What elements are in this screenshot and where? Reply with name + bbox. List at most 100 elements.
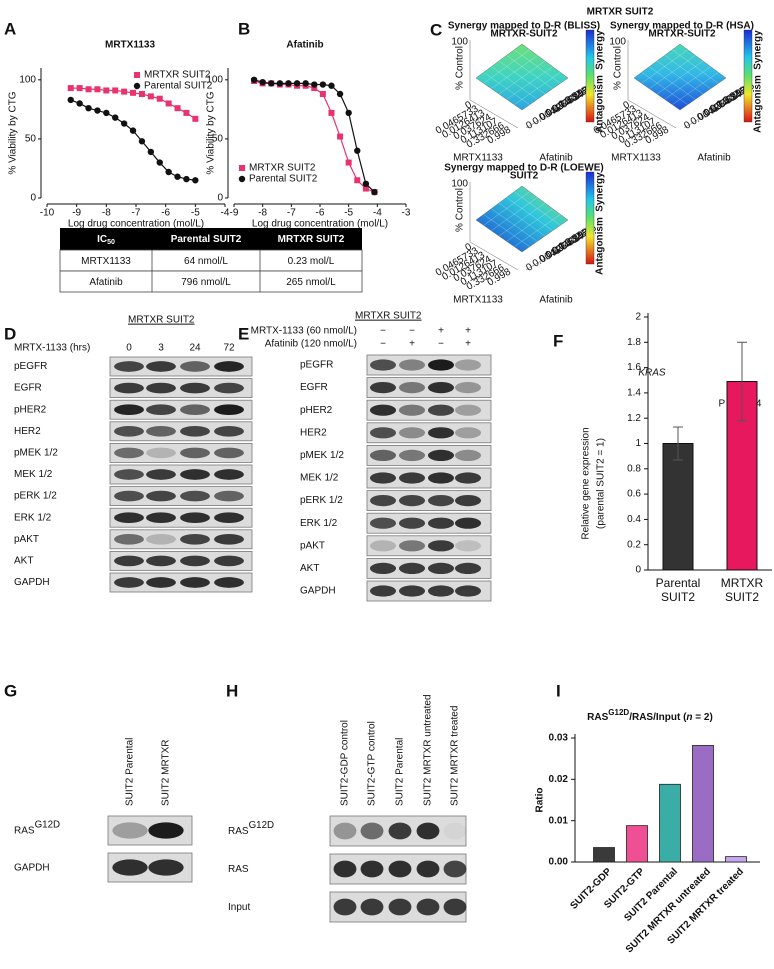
band <box>114 533 144 545</box>
band <box>427 449 455 461</box>
marker <box>129 127 137 134</box>
z-axis-label: % Control <box>455 46 466 90</box>
colorbar <box>743 29 753 123</box>
y-axis-label: Ratio <box>535 788 546 813</box>
marker <box>103 109 110 117</box>
band <box>369 359 397 371</box>
band <box>398 472 426 484</box>
band <box>454 517 482 529</box>
marker <box>76 100 83 107</box>
row-label: pEGFR <box>14 361 47 372</box>
marker <box>345 109 352 117</box>
band <box>454 540 482 552</box>
marker <box>103 87 110 94</box>
band <box>214 361 244 372</box>
band <box>114 404 144 416</box>
x-tick-label: -4 <box>373 208 382 219</box>
band <box>427 427 455 439</box>
marker <box>138 91 145 97</box>
band <box>369 404 397 416</box>
band <box>416 898 440 916</box>
error-bar <box>673 426 683 461</box>
band <box>369 540 397 552</box>
condition-label: Afatinib (120 nmol/L) <box>265 339 357 350</box>
row-label: pHER2 <box>14 404 47 415</box>
panel-label: C <box>430 20 442 39</box>
band <box>398 449 426 461</box>
row-label: MEK 1/2 <box>14 469 53 480</box>
plot-title: MRTXR-SUIT2 <box>490 29 558 40</box>
band <box>369 517 397 529</box>
band <box>443 822 467 840</box>
band <box>114 361 144 372</box>
band <box>146 404 176 416</box>
chart-title-part: G12D <box>608 708 629 717</box>
band <box>454 382 482 394</box>
row-label: pERK 1/2 <box>300 495 343 506</box>
band <box>454 427 482 439</box>
row-label-sup: G12D <box>249 820 274 831</box>
band <box>146 361 176 372</box>
band <box>369 562 397 575</box>
band <box>146 469 176 480</box>
x-tick-label: -8 <box>102 208 111 219</box>
row-label: Input <box>228 902 250 913</box>
band <box>416 860 440 878</box>
z-axis-label: % Control <box>455 188 466 232</box>
y-tick-label: 50 <box>25 134 37 145</box>
marker <box>138 138 146 145</box>
y-tick-label: 2 <box>635 312 641 323</box>
panel-label: F <box>553 331 563 350</box>
lane-label: 0 <box>126 343 132 354</box>
x-tick-label: 0 <box>622 99 633 112</box>
marker <box>354 177 361 184</box>
mesh <box>514 214 561 247</box>
row-label: RAS <box>228 864 249 875</box>
x-tick-label: -9 <box>230 208 239 219</box>
colorbar-label: Antagonism <box>595 75 606 133</box>
band <box>146 490 176 502</box>
mesh <box>514 72 561 105</box>
x-tick-label-box: MRTXR SUIT2 <box>721 576 763 604</box>
marker <box>147 148 155 156</box>
plot-title: MRTXR-SUIT2 <box>648 29 716 40</box>
band <box>214 512 244 524</box>
marker <box>174 173 181 180</box>
y-tick-label: 0 <box>635 565 641 576</box>
blot-title: MRTXR SUIT2 <box>355 311 422 322</box>
row-label: HER2 <box>300 427 327 438</box>
band <box>454 404 482 416</box>
marker <box>156 159 163 166</box>
bar <box>725 856 747 863</box>
marker <box>293 80 301 87</box>
y-tick-label: 0 <box>682 119 693 132</box>
legend-label: MRTXR SUIT2 <box>249 163 316 174</box>
marker <box>328 109 335 116</box>
band <box>398 359 426 371</box>
row-label: EGFR <box>300 382 328 393</box>
row-label: pMEK 1/2 <box>300 450 344 461</box>
bar <box>626 825 648 863</box>
x-axis <box>627 99 677 129</box>
blot-title: MRTXR SUIT2 <box>128 315 195 326</box>
y-tick-label: 1.8 <box>627 337 641 348</box>
band <box>148 822 184 839</box>
x-tick-label: 0 <box>464 241 475 254</box>
y-tick-label: 50 <box>212 134 224 145</box>
x-tick-label: -7 <box>287 208 296 219</box>
band <box>398 517 426 529</box>
colorbar-label: Antagonism <box>753 75 764 133</box>
marker <box>174 105 181 112</box>
y-axis-label: Afatinib <box>539 295 573 306</box>
chart-title: RASG12D/RAS/Input (n = 2) <box>587 708 713 723</box>
bar <box>593 847 615 863</box>
band <box>443 898 467 916</box>
band <box>454 472 482 484</box>
x-axis-label: MRTX1133 <box>453 295 503 306</box>
row-label: GAPDH <box>14 862 50 873</box>
legend-marker <box>238 175 246 183</box>
plot-title: Synergy mapped to D-R (HSA) <box>610 21 754 32</box>
band <box>427 540 455 552</box>
colorbar-label: Antagonism <box>595 217 606 275</box>
band <box>214 469 244 480</box>
